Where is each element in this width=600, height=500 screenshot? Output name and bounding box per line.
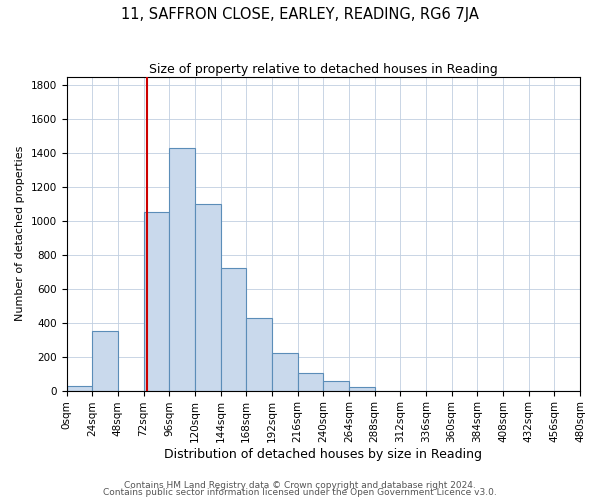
Bar (246, 318, 272, 390)
Bar (349, 387, 374, 390)
Text: 11, SAFFRON CLOSE, EARLEY, READING, RG6 7JA: 11, SAFFRON CLOSE, EARLEY, READING, RG6 … (121, 8, 479, 22)
Bar (221, 268, 246, 390)
Text: 11 SAFFRON CLOSE: 75sqm
← 9% of detached houses are smaller (500)
91% of semi-de: 11 SAFFRON CLOSE: 75sqm ← 9% of detached… (0, 499, 1, 500)
Text: Contains HM Land Registry data © Crown copyright and database right 2024.: Contains HM Land Registry data © Crown c… (124, 480, 476, 490)
Bar (92, 331, 118, 390)
Y-axis label: Number of detached properties: Number of detached properties (15, 146, 25, 322)
Bar (195, 204, 221, 390)
Bar (67, 386, 92, 390)
Text: Contains public sector information licensed under the Open Government Licence v3: Contains public sector information licen… (103, 488, 497, 497)
Bar (272, 354, 298, 391)
X-axis label: Distribution of detached houses by size in Reading: Distribution of detached houses by size … (164, 448, 482, 461)
Bar (143, 212, 169, 390)
Bar (169, 148, 195, 390)
Bar (323, 382, 349, 390)
Bar (298, 373, 323, 390)
Title: Size of property relative to detached houses in Reading: Size of property relative to detached ho… (149, 62, 497, 76)
